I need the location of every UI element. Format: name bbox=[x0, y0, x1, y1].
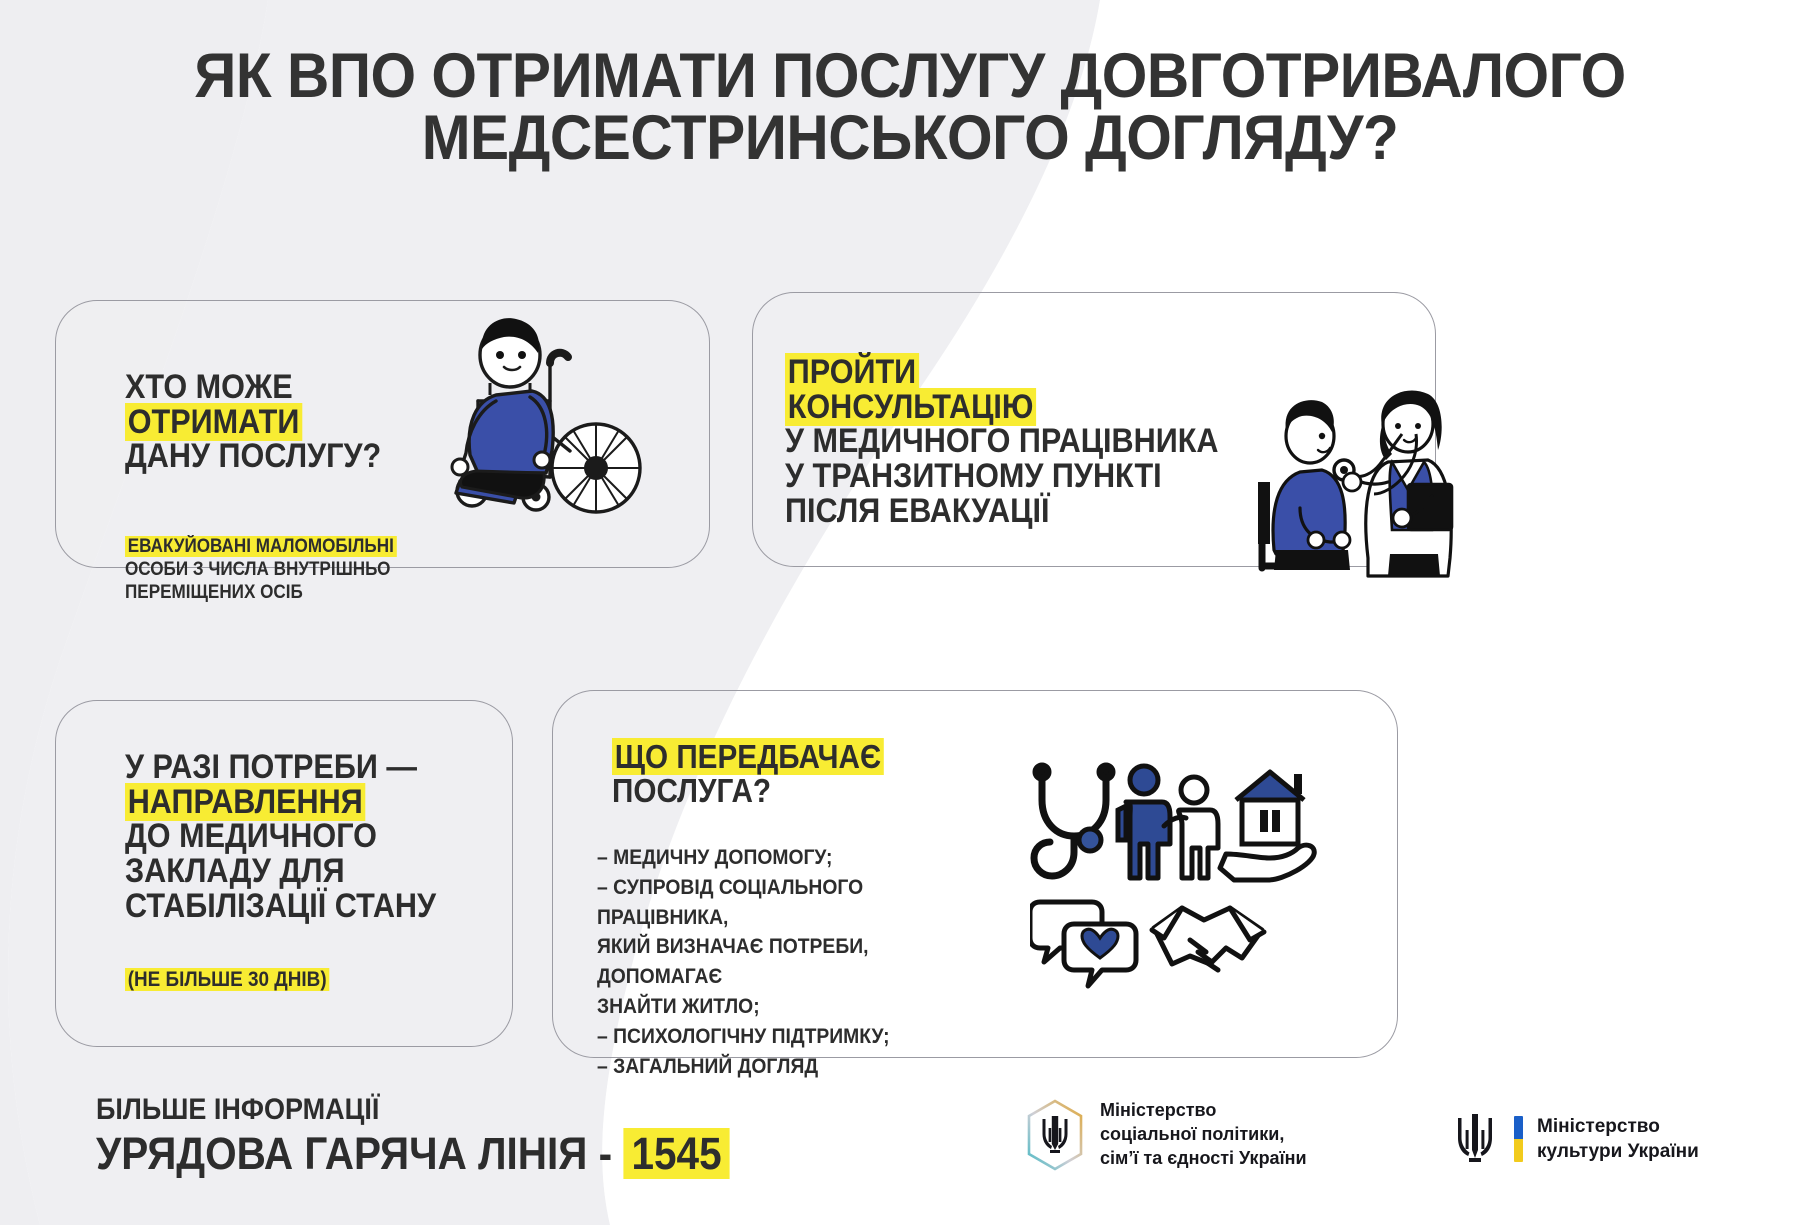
list-item-3: ЯКИЙ ВИЗНАЧАЄ ПОТРЕБИ, ДОПОМАГАЄ bbox=[597, 935, 869, 989]
ministry-culture-line-1: Міністерство bbox=[1537, 1115, 1660, 1137]
heading-line-4: У ТРАНЗИТНОМУ ПУНКТІ bbox=[785, 457, 1162, 496]
ministry-social-line-2: соціальної політики, bbox=[1100, 1124, 1285, 1145]
heading-line-2: ОСОБИ З ЧИСЛА ВНУТРІШНЬО bbox=[125, 559, 391, 581]
highlighted-text: НАПРАВЛЕННЯ bbox=[125, 782, 366, 821]
ukraine-trident-hexagon-emblem bbox=[1027, 1099, 1083, 1171]
eligibility-subtext: ЕВАКУЙОВАНІ МАЛОМОБІЛЬНІ ОСОБИ З ЧИСЛА ВН… bbox=[125, 535, 397, 605]
heading-line-1: ЕВАКУЙОВАНІ МАЛОМОБІЛЬНІ bbox=[125, 535, 397, 558]
highlighted-text: КОНСУЛЬТАЦІЮ bbox=[785, 387, 1037, 426]
heading-line-3: ДАНУ ПОСЛУГУ? bbox=[125, 437, 382, 476]
page-title: ЯК ВПО ОТРИМАТИ ПОСЛУГУ ДОВГОТРИВАЛОГО М… bbox=[0, 41, 1820, 173]
footer-contact-info: БІЛЬШЕ ІНФОРМАЦІЇ УРЯДОВА ГАРЯЧА ЛІНІЯ -… bbox=[96, 1093, 800, 1179]
heading-line-4: ЗАКЛАДУ ДЛЯ bbox=[125, 852, 345, 891]
service-includes-list: – МЕДИЧНУ ДОПОМОГУ; – СУПРОВІД СОЦІАЛЬНОГ… bbox=[597, 843, 993, 1082]
highlighted-text: ОТРИМАТИ bbox=[125, 402, 303, 441]
footer-hotline: УРЯДОВА ГАРЯЧА ЛІНІЯ - 1545 bbox=[96, 1128, 730, 1179]
heading-line-1: ЩО ПЕРЕДБАЧАЄ bbox=[612, 738, 884, 775]
heading-line-5: ПІСЛЯ ЕВАКУАЦІЇ bbox=[785, 491, 1050, 530]
list-item-5: – ПСИХОЛОГІЧНУ ПІДТРИМКУ; bbox=[597, 1024, 890, 1048]
list-item-1: – МЕДИЧНУ ДОПОМОГУ; bbox=[597, 846, 833, 869]
ukraine-flag-bar bbox=[1514, 1116, 1523, 1162]
list-item-2: – СУПРОВІД СОЦІАЛЬНОГО ПРАЦІВНИКА, bbox=[597, 875, 864, 929]
heading-line-2: КОНСУЛЬТАЦІЮ bbox=[785, 387, 1219, 426]
person-in-wheelchair-illustration bbox=[450, 318, 642, 514]
heading-line-3: ДО МЕДИЧНОГО bbox=[125, 817, 377, 856]
ministry-social-line-3: сім’ї та єдності України bbox=[1100, 1147, 1307, 1168]
page-title-line-2: МЕДСЕСТРИНСЬКОГО ДОГЛЯДУ? bbox=[421, 102, 1399, 173]
house-in-hand-icon bbox=[1217, 769, 1317, 883]
ministry-of-culture-name: Міністерство культури України bbox=[1537, 1114, 1699, 1164]
eligibility-heading: ХТО МОЖЕ ОТРИМАТИ ДАНУ ПОСЛУГУ? bbox=[125, 370, 381, 474]
ukraine-trident-emblem bbox=[1458, 1114, 1492, 1162]
doctor-examining-patient-illustration bbox=[1258, 390, 1454, 578]
heading-line-3: У МЕДИЧНОГО ПРАЦІВНИКА bbox=[785, 422, 1219, 461]
social-support-people-icon bbox=[1115, 763, 1221, 881]
ministry-social-line-1: Міністерство bbox=[1100, 1100, 1217, 1121]
ministry-culture-line-2: культури України bbox=[1537, 1141, 1699, 1162]
footer-more-info-label: БІЛЬШЕ ІНФОРМАЦІЇ bbox=[96, 1093, 380, 1126]
ministry-of-social-policy-name: Міністерство соціальної політики, сім’ї … bbox=[1100, 1099, 1307, 1170]
service-includes-heading: ЩО ПЕРЕДБАЧАЄ ПОСЛУГА? bbox=[612, 738, 884, 809]
heading-line-5: СТАБІЛІЗАЦІЇ СТАНУ bbox=[125, 886, 437, 925]
highlighted-text: ЩО ПЕРЕДБАЧАЄ bbox=[612, 738, 884, 775]
ministry-of-social-policy-logo: Міністерство соціальної політики, сім’ї … bbox=[1024, 1098, 1307, 1172]
footer-hotline-label: УРЯДОВА ГАРЯЧА ЛІНІЯ - bbox=[96, 1128, 613, 1179]
heading-line-3: ПЕРЕМІЩЕНИХ ОСІБ bbox=[125, 582, 303, 604]
referral-heading: У РАЗІ ПОТРЕБИ — НАПРАВЛЕННЯ ДО МЕДИЧНОГО З… bbox=[125, 750, 436, 923]
list-item-4: ЗНАЙТИ ЖИТЛО; bbox=[597, 995, 760, 1019]
footer-hotline-number[interactable]: 1545 bbox=[623, 1128, 730, 1179]
heading-line-2: НАПРАВЛЕННЯ bbox=[125, 782, 436, 821]
list-item-6: – ЗАГАЛЬНИЙ ДОГЛЯД bbox=[597, 1054, 819, 1078]
speech-bubbles-heart-icon bbox=[1030, 899, 1139, 989]
heading-line-2: ПОСЛУГА? bbox=[612, 771, 772, 809]
highlighted-text: ЕВАКУЙОВАНІ МАЛОМОБІЛЬНІ bbox=[125, 536, 397, 557]
referral-duration-value: (НЕ БІЛЬШЕ 30 ДНІВ) bbox=[125, 968, 330, 991]
handshake-icon bbox=[1149, 905, 1267, 973]
stethoscope-icon bbox=[1030, 762, 1116, 880]
heading-line-2: ОТРИМАТИ bbox=[125, 402, 381, 441]
highlighted-text: ПРОЙТИ bbox=[785, 353, 919, 391]
service-icons-group bbox=[1030, 762, 1317, 989]
consultation-heading: ПРОЙТИ КОНСУЛЬТАЦІЮ У МЕДИЧНОГО ПРАЦІВНИКА… bbox=[785, 353, 1219, 530]
page-title-line-1: ЯК ВПО ОТРИМАТИ ПОСЛУГУ ДОВГОТРИВАЛОГО bbox=[194, 41, 1626, 111]
referral-duration-note: (НЕ БІЛЬШЕ 30 ДНІВ) bbox=[125, 968, 330, 992]
ministry-of-culture-logo: Міністерство культури України bbox=[1450, 1108, 1699, 1170]
heading-line-1: ПРОЙТИ bbox=[785, 353, 1219, 391]
heading-line-1: У РАЗІ ПОТРЕБИ — bbox=[125, 748, 417, 786]
heading-line-1: ХТО МОЖЕ bbox=[125, 368, 293, 406]
